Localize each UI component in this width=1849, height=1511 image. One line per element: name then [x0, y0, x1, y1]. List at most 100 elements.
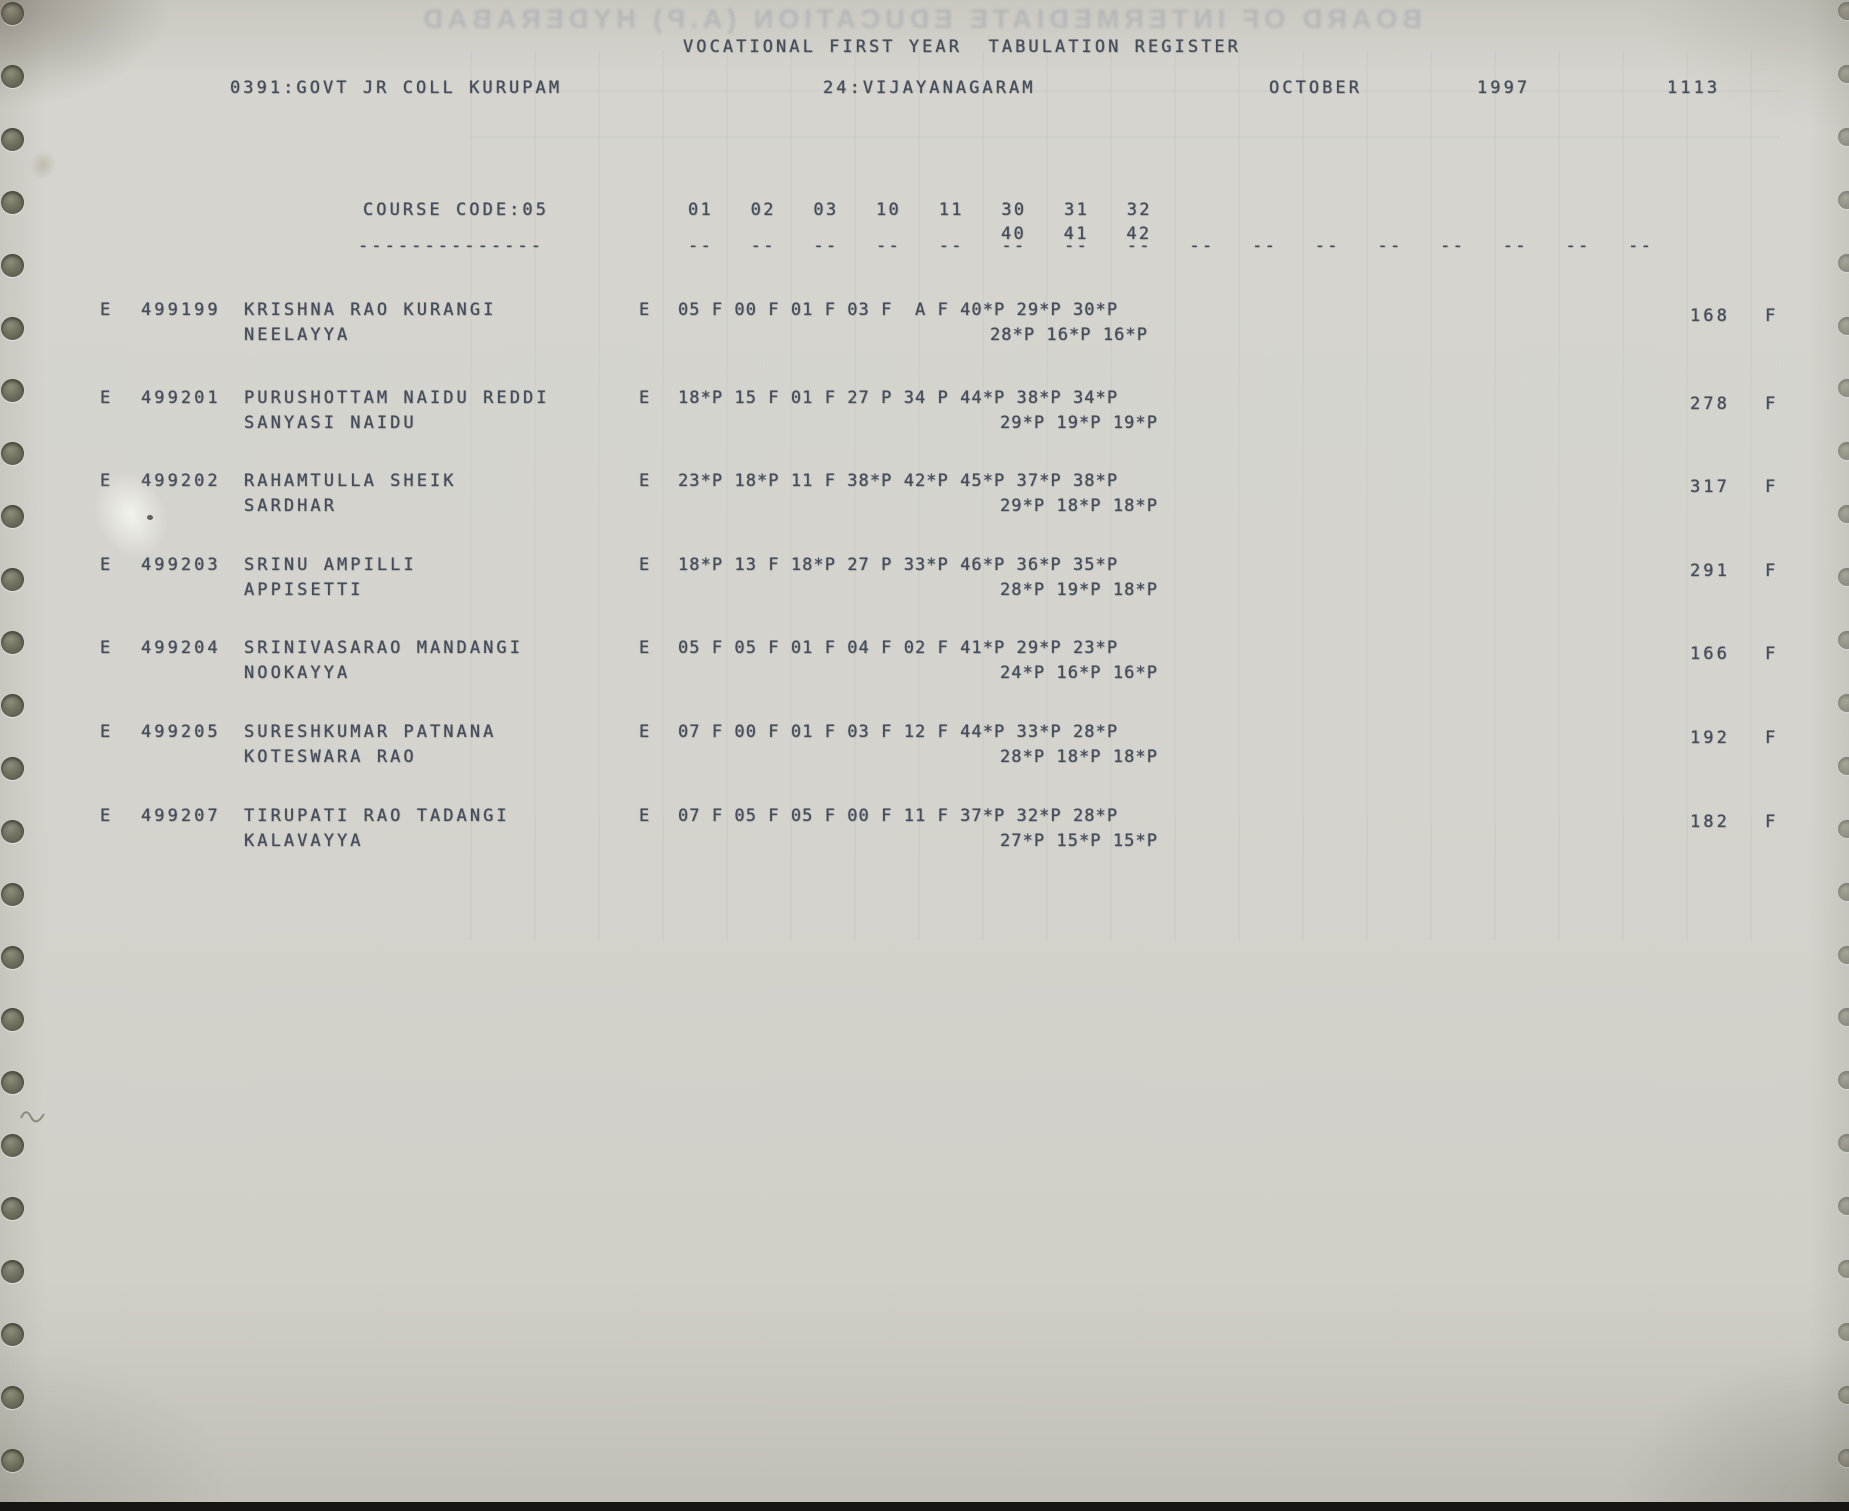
- sprocket-hole: [1, 756, 24, 780]
- marks-line-2: 27*P 15*P 15*P: [1000, 831, 1158, 851]
- sprocket-hole: [1, 379, 24, 403]
- course-underline: --------------: [358, 236, 544, 256]
- medium-flag-2: E: [639, 471, 653, 491]
- medium-flag: E: [100, 638, 114, 658]
- sprocket-hole: [1, 1071, 24, 1095]
- total-marks: 168: [1690, 306, 1730, 326]
- guardian-name: SARDHAR: [244, 496, 337, 516]
- student-name: PURUSHOTTAM NAIDU REDDI: [244, 388, 550, 408]
- sprocket-hole: [1838, 819, 1849, 838]
- marks-line-1: 07 F 05 F 05 F 00 F 11 F 37*P 32*P 28*P: [678, 806, 1119, 826]
- exam-month: OCTOBER: [1269, 78, 1362, 98]
- result-flag: F: [1765, 306, 1779, 326]
- student-name: SRINIVASARAO MANDANGI: [244, 638, 523, 658]
- total-marks: 291: [1690, 561, 1730, 581]
- sprocket-hole: [1, 945, 24, 969]
- college-code-name: 0391:GOVT JR COLL KURUPAM: [230, 78, 563, 98]
- guardian-name: APPISETTI: [244, 580, 364, 600]
- sprocket-hole: [1, 1197, 24, 1221]
- marks-line-2: 29*P 18*P 18*P: [1000, 496, 1158, 516]
- result-flag: F: [1765, 644, 1779, 664]
- total-marks: 166: [1690, 644, 1730, 664]
- sprocket-hole: [1, 64, 24, 88]
- total-marks: 182: [1690, 812, 1730, 832]
- column-dashes: -- -- -- -- -- -- -- -- -- -- -- -- -- -…: [688, 236, 1654, 256]
- register-number: 499205: [141, 722, 221, 742]
- sprocket-hole: [1838, 253, 1849, 272]
- result-flag: F: [1765, 561, 1779, 581]
- sprocket-hole: [1838, 1322, 1849, 1341]
- sprocket-hole: [1, 882, 24, 906]
- medium-flag-2: E: [639, 722, 653, 742]
- sprocket-hole: [1, 190, 24, 214]
- marks-line-1: 05 F 00 F 01 F 03 F A F 40*P 29*P 30*P: [678, 300, 1119, 320]
- student-name: SURESHKUMAR PATNANA: [244, 722, 497, 742]
- result-flag: F: [1765, 477, 1779, 497]
- result-flag: F: [1765, 812, 1779, 832]
- subject-codes-row1: 01 02 03 10 11 30 31 32: [688, 200, 1152, 220]
- paper-smudge: [26, 147, 60, 183]
- sprocket-hole: [1, 505, 24, 529]
- medium-flag-2: E: [639, 388, 653, 408]
- sheet-number: 1113: [1667, 78, 1721, 98]
- sprocket-hole: [1838, 1385, 1849, 1404]
- guardian-name: KOTESWARA RAO: [244, 747, 417, 767]
- sprocket-hole: [1838, 64, 1849, 83]
- sprocket-hole: [1838, 882, 1849, 901]
- medium-flag-2: E: [639, 300, 653, 320]
- total-marks: 317: [1690, 477, 1730, 497]
- sprocket-hole: [1838, 945, 1849, 964]
- sprocket-hole: [1, 568, 24, 592]
- student-name: SRINU AMPILLI: [244, 555, 417, 575]
- register-number: 499202: [141, 471, 221, 491]
- medium-flag: E: [100, 555, 114, 575]
- sprocket-hole: [1838, 379, 1849, 398]
- sprocket-hole: [1838, 2, 1849, 20]
- sprocket-hole: [1, 127, 24, 151]
- sprocket-hole: [1, 693, 24, 717]
- marks-line-2: 28*P 16*P 16*P: [990, 325, 1148, 345]
- guardian-name: NOOKAYYA: [244, 663, 351, 683]
- marks-line-2: 28*P 18*P 18*P: [1000, 747, 1158, 767]
- register-number: 499203: [141, 555, 221, 575]
- total-marks: 278: [1690, 394, 1730, 414]
- student-name: TIRUPATI RAO TADANGI: [244, 806, 510, 826]
- page-title: VOCATIONAL FIRST YEAR TABULATION REGISTE…: [683, 37, 1241, 57]
- medium-flag: E: [100, 388, 114, 408]
- course-code-label: COURSE CODE:05: [363, 200, 549, 220]
- marks-line-1: 18*P 13 F 18*P 27 P 33*P 46*P 36*P 35*P: [678, 555, 1119, 575]
- bleed-through-mirrored-text: BOARD OF INTERMEDIATE EDUCATION (A.P) HY…: [418, 4, 1422, 34]
- guardian-name: SANYASI NAIDU: [244, 413, 417, 433]
- sprocket-hole: [1, 819, 24, 843]
- sprocket-hole: [1838, 1134, 1849, 1153]
- guardian-name: NEELAYYA: [244, 325, 351, 345]
- sprocket-hole: [1838, 316, 1849, 335]
- marks-line-2: 24*P 16*P 16*P: [1000, 663, 1158, 683]
- bleed-through-line: [470, 90, 1780, 92]
- register-number: 499204: [141, 638, 221, 658]
- total-marks: 192: [1690, 728, 1730, 748]
- medium-flag-2: E: [639, 806, 653, 826]
- student-name: KRISHNA RAO KURANGI: [244, 300, 497, 320]
- marks-line-1: 18*P 15 F 01 F 27 P 34 P 44*P 38*P 34*P: [678, 388, 1119, 408]
- sprocket-hole: [1, 2, 24, 25]
- sprocket-hole: [1, 1322, 24, 1346]
- sprocket-hole: [1838, 1071, 1849, 1090]
- medium-flag: E: [100, 300, 114, 320]
- subject-codes-row2: 40 41 42: [1001, 224, 1152, 244]
- sprocket-hole: [1838, 505, 1849, 524]
- sprocket-hole: [1838, 1448, 1849, 1467]
- sprocket-hole: [1, 1134, 24, 1158]
- sprocket-hole: [1838, 1197, 1849, 1216]
- medium-flag-2: E: [639, 638, 653, 658]
- register-number: 499201: [141, 388, 221, 408]
- sprocket-hole: [1838, 442, 1849, 461]
- marks-line-2: 29*P 19*P 19*P: [1000, 413, 1158, 433]
- sprocket-hole: [1838, 756, 1849, 775]
- sprocket-hole: [1, 631, 24, 654]
- marks-line-2: 28*P 19*P 18*P: [1000, 580, 1158, 600]
- sprocket-hole: [1, 1385, 24, 1409]
- register-number: 499207: [141, 806, 221, 826]
